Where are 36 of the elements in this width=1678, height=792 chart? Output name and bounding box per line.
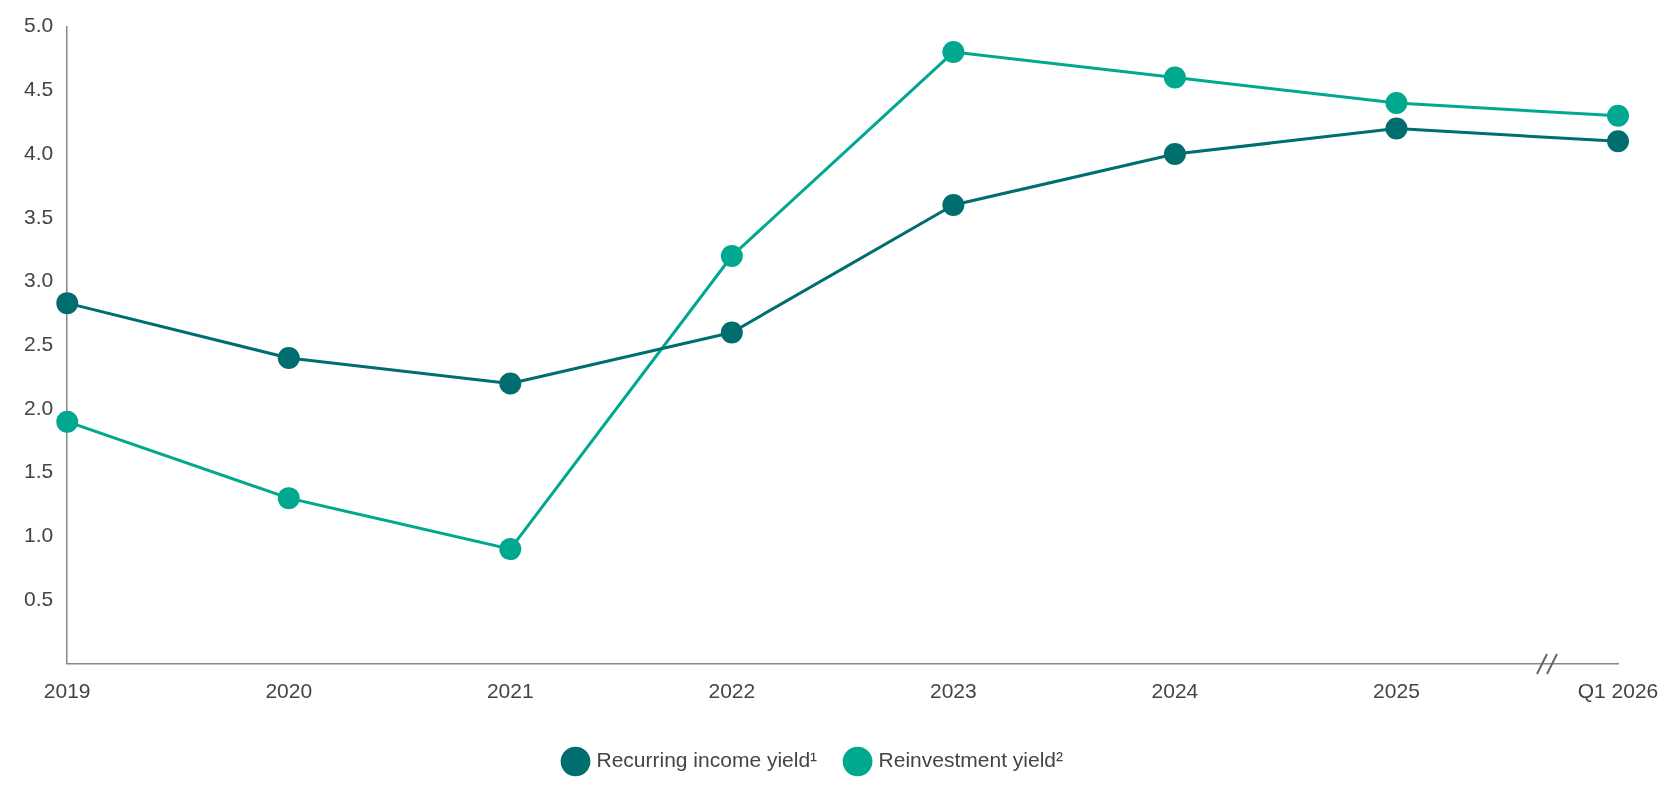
- point: [277, 346, 300, 369]
- x-tick-label: Q1 2026: [1577, 679, 1659, 703]
- point: [499, 538, 522, 561]
- point: [1163, 66, 1186, 89]
- point: [277, 487, 300, 510]
- legend-label: Recurring income yield¹: [596, 748, 818, 772]
- y-tick-label: 4.0: [23, 140, 54, 164]
- point: [56, 292, 79, 315]
- x-tick-label: 2024: [1151, 679, 1199, 703]
- point: [1385, 117, 1408, 140]
- point: [720, 321, 743, 344]
- point: [56, 410, 79, 433]
- point: [720, 244, 743, 267]
- y-tick-label: 3.5: [23, 204, 54, 228]
- point: [499, 372, 522, 395]
- y-tick-label: 3.0: [23, 268, 54, 292]
- y-tick-label: 2.0: [23, 395, 54, 419]
- x-tick-label: 2020: [265, 679, 313, 703]
- y-tick-label: 1.5: [23, 459, 54, 483]
- y-tick-label: 2.5: [23, 332, 54, 355]
- point: [942, 194, 965, 217]
- point: [1607, 104, 1629, 127]
- point: [942, 41, 965, 64]
- y-tick-label: 4.5: [23, 77, 54, 101]
- x-tick-label: 2021: [486, 679, 534, 703]
- point: [1163, 143, 1186, 166]
- point: [1607, 130, 1629, 153]
- y-tick-label: 5.0: [23, 13, 54, 37]
- y-tick-label: 0.5: [23, 586, 54, 610]
- legend-label: Reinvestment yield²: [878, 748, 1063, 772]
- x-tick-label: 2023: [930, 679, 977, 703]
- x-tick-label: 2022: [708, 679, 756, 703]
- y-tick-label: 1.0: [23, 523, 54, 547]
- x-tick-label: 2019: [43, 679, 91, 703]
- point: [1385, 92, 1408, 115]
- x-tick-label: 2025: [1373, 679, 1420, 703]
